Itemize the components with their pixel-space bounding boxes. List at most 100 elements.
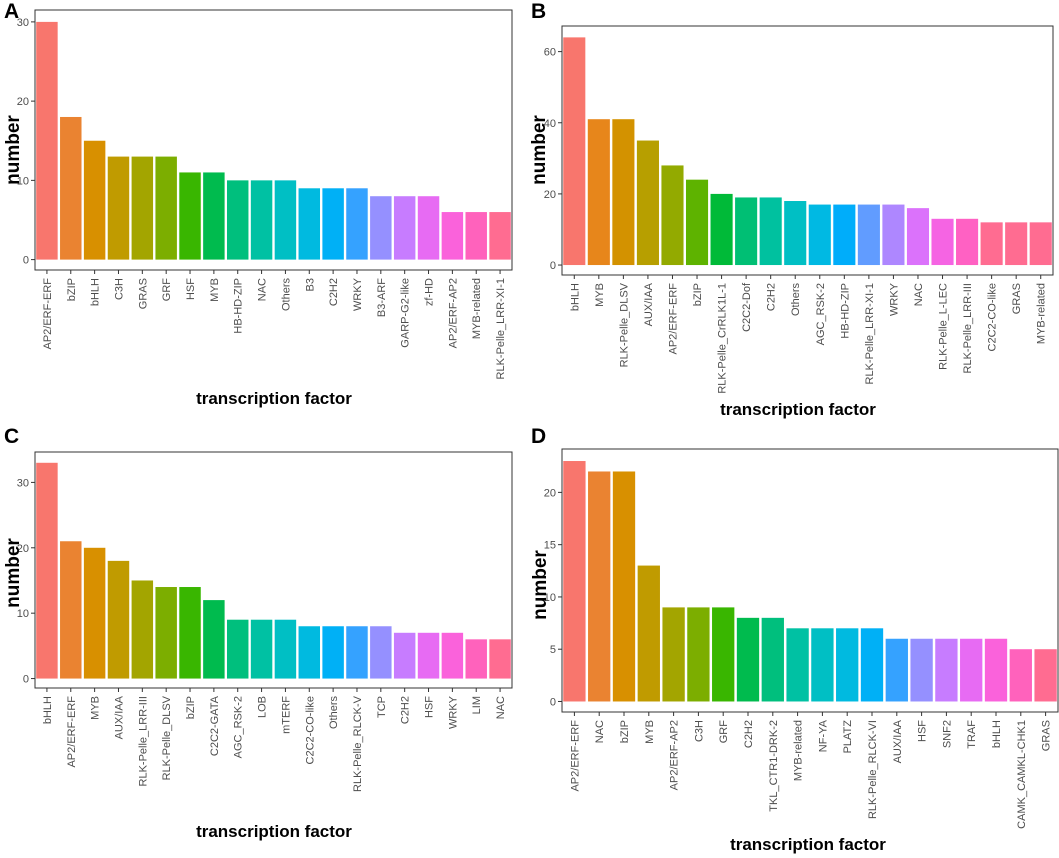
bar-TCP	[370, 626, 392, 679]
bar-GRAS	[1034, 649, 1057, 702]
bar-AP2/ERF-AP2	[441, 212, 464, 260]
x-tick-label: bHLH	[991, 720, 1003, 748]
x-tick-label: AUX/IAA	[643, 282, 655, 326]
bar-mTERF	[274, 619, 297, 679]
chart-panel-C: C 0 10 20 30 bHLH AP2/ERF-ERF MYB AUX/IAA RLK-Pel…	[3, 425, 513, 841]
bar-HB-HD-ZIP	[226, 180, 249, 260]
bar-TRAF	[960, 638, 983, 702]
y-tick-label: 40	[544, 118, 556, 130]
x-tick-label: bHLH	[42, 696, 54, 724]
panel-letter: A	[4, 0, 19, 23]
x-tick-label: HSF	[424, 696, 436, 718]
x-tick-label: GRAS	[1011, 283, 1023, 314]
x-tick-label: PLATZ	[842, 720, 854, 754]
x-tick-label: LOB	[257, 696, 269, 718]
bar-bHLH	[984, 638, 1008, 702]
y-tick-label: 0	[550, 260, 556, 272]
bar-LIM	[465, 639, 487, 679]
x-tick-label: HSF	[917, 720, 929, 742]
bar-Others	[274, 180, 297, 260]
bar-HB-HD-ZIP	[833, 204, 856, 266]
bar-AGC_RSK-2	[808, 204, 831, 266]
x-tick-label: C2H2	[766, 283, 778, 311]
bar-RLK-Pelle_RLCK-V	[346, 626, 368, 679]
bar-HSF	[417, 632, 440, 679]
x-tick-label: RLK-Pelle_LRR-XI-1	[495, 278, 507, 379]
x-tick-label: B3	[304, 278, 316, 291]
bar-NAC	[906, 208, 930, 266]
x-tick-label: RLK-Pelle_LRR-III	[962, 283, 974, 373]
bar-NF-YA	[811, 628, 834, 702]
y-axis-title: number	[3, 115, 24, 185]
bar-RLK-Pelle_LRR-XI-1	[857, 204, 880, 266]
bar-C2H2	[322, 188, 344, 260]
x-tick-label: AGC_RSK-2	[815, 283, 827, 345]
x-tick-label: GRF	[718, 720, 730, 744]
x-tick-label: C3H	[693, 720, 705, 742]
bar-HSF	[910, 638, 933, 702]
bar-AP2/ERF-ERF	[661, 165, 684, 266]
bar-NAC	[588, 471, 611, 702]
bar-C2C2-GATA	[203, 600, 225, 679]
x-tick-label: SNF2	[941, 720, 953, 748]
x-axis-title: transcription factor	[196, 389, 352, 408]
x-tick-label: bHLH	[569, 283, 581, 311]
x-tick-label: C2C2-CO-like	[987, 283, 999, 351]
x-tick-label: AUX/IAA	[892, 719, 904, 763]
x-tick-label: WRKY	[888, 282, 900, 316]
x-tick-label: CAMK_CAMKL-CHK1	[1016, 720, 1028, 829]
x-tick-label: LIM	[471, 696, 483, 714]
x-tick-label: WRKY	[352, 277, 364, 311]
x-tick-label: C2C2-GATA	[209, 695, 221, 756]
x-tick-label: RLK-Pelle_DLSV	[618, 282, 630, 367]
x-tick-label: HSF	[185, 278, 197, 300]
bar-RLK-Pelle_LRR-XI-1	[489, 212, 511, 260]
bar-bZIP	[612, 471, 636, 702]
y-tick-label: 5	[550, 644, 556, 656]
x-tick-label: TKL_CTR1-DRK-2	[768, 720, 780, 812]
bar-GRF	[155, 156, 177, 260]
bar-TKL_CTR1-DRK-2	[761, 617, 784, 702]
y-axis-title: number	[529, 115, 550, 185]
bar-RLK-Pelle_CrRLK1L-1	[710, 193, 733, 266]
x-tick-label: mTERF	[280, 696, 292, 734]
x-tick-label: AUX/IAA	[113, 695, 125, 739]
bar-bZIP	[685, 179, 709, 266]
y-tick-label: 60	[544, 47, 556, 59]
bar-AP2/ERF-AP2	[662, 607, 685, 702]
x-axis-title: transcription factor	[720, 400, 876, 419]
x-tick-label: MYB-related	[1036, 283, 1048, 344]
x-axis-title: transcription factor	[196, 822, 352, 841]
x-tick-label: RLK-Pelle_DLSV	[161, 695, 173, 780]
y-tick-label: 0	[23, 255, 29, 267]
x-tick-label: NAC	[257, 278, 269, 301]
y-tick-label: 0	[23, 674, 29, 686]
bar-GARP-G2-like	[393, 196, 416, 260]
y-tick-label: 20	[544, 487, 556, 499]
x-tick-label: C3H	[113, 278, 125, 300]
x-tick-label: C2H2	[743, 720, 755, 748]
bar-WRKY	[346, 188, 368, 260]
x-tick-label: bZIP	[692, 283, 704, 306]
bar-B3	[298, 188, 321, 260]
bar-RLK-Pelle_DLSV	[612, 119, 635, 266]
x-tick-label: AP2/ERF-AP2	[447, 278, 459, 348]
chart-panel-B: B 0 20 40 60 bHLH MYB RLK-Pelle_DLSV AUX/IAA AP2/…	[529, 0, 1054, 419]
x-tick-label: MYB	[594, 283, 606, 307]
x-tick-label: AP2/ERF-ERF	[66, 696, 78, 768]
bar-HSF	[179, 172, 201, 260]
bar-bHLH	[36, 462, 58, 679]
chart-panel-A: A 0 10 20 30 AP2/ERF-ERF bZIP bHLH C3H GRAS GRF HSF…	[3, 0, 513, 408]
bar-C2H2	[393, 632, 416, 679]
bar-RLK-Pelle_L-LEC	[931, 218, 954, 266]
bar-RLK-Pelle_LRR-III	[131, 580, 154, 679]
bar-SNF2	[935, 638, 958, 702]
x-tick-label: GRAS	[1041, 720, 1053, 751]
x-tick-label: NF-YA	[817, 719, 829, 752]
x-tick-label: HB-HD-ZIP	[839, 283, 851, 339]
bar-AP2/ERF-ERF	[60, 541, 82, 679]
bar-zf-HD	[417, 196, 440, 260]
bar-MYB	[83, 547, 106, 679]
x-tick-label: bZIP	[66, 278, 78, 301]
x-tick-label: C2C2-Dof	[741, 282, 753, 332]
